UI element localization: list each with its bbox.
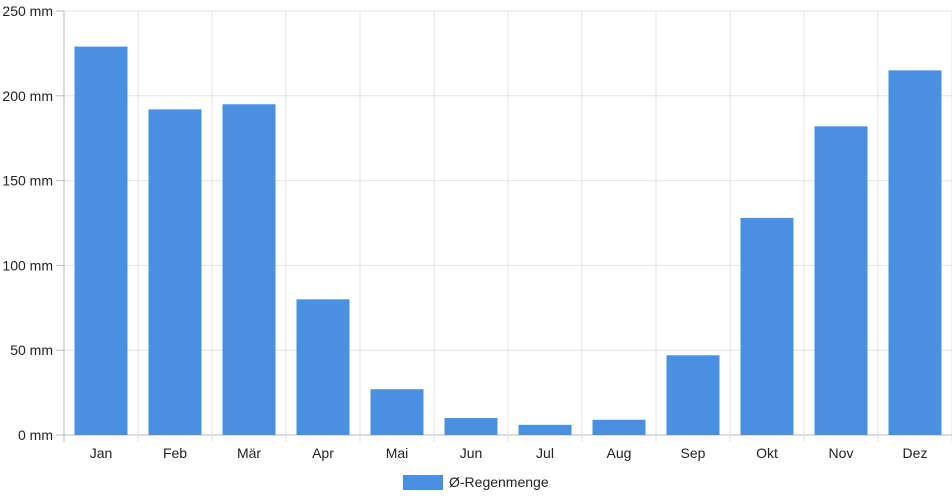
y-tick-label: 100 mm <box>2 257 53 273</box>
bar-dez[interactable] <box>888 70 942 436</box>
x-tick-label: Mär <box>237 445 261 461</box>
y-tick-label: 250 mm <box>2 3 53 19</box>
y-tick-label: 200 mm <box>2 88 53 104</box>
x-tick-label: Sep <box>681 445 706 461</box>
bar-feb[interactable] <box>148 109 202 436</box>
grid-layer <box>56 10 952 442</box>
bar-mai[interactable] <box>370 389 424 435</box>
x-tick-label: Jun <box>460 445 483 461</box>
bars-layer <box>74 46 942 436</box>
x-tick-label: Nov <box>829 445 854 461</box>
bar-sep[interactable] <box>666 355 720 435</box>
x-tick-label: Aug <box>607 445 632 461</box>
legend[interactable]: Ø-Regenmenge <box>403 474 549 490</box>
bar-okt[interactable] <box>740 217 794 435</box>
bar-nov[interactable] <box>814 126 868 435</box>
legend-swatch[interactable] <box>403 475 443 490</box>
legend-label[interactable]: Ø-Regenmenge <box>449 474 549 490</box>
y-tick-label: 50 mm <box>10 342 53 358</box>
x-tick-label: Jan <box>90 445 113 461</box>
x-tick-label: Feb <box>163 445 187 461</box>
x-tick-label: Jul <box>536 445 554 461</box>
bar-mär[interactable] <box>222 104 276 435</box>
bar-apr[interactable] <box>296 299 350 435</box>
bar-jun[interactable] <box>444 418 498 435</box>
bar-jan[interactable] <box>74 46 128 436</box>
bar-jul[interactable] <box>518 424 572 435</box>
x-tick-label: Okt <box>756 445 778 461</box>
y-tick-label: 0 mm <box>18 427 53 443</box>
x-tick-label: Dez <box>903 445 928 461</box>
y-axis-labels: 0 mm 50 mm 100 mm 150 mm 200 mm 250 mm <box>2 3 53 443</box>
x-tick-label: Mai <box>386 445 409 461</box>
bar-aug[interactable] <box>592 419 646 435</box>
y-tick-label: 150 mm <box>2 173 53 189</box>
x-axis-labels: Jan Feb Mär Apr Mai Jun Jul Aug Sep Okt Nov Dez <box>90 445 928 461</box>
x-tick-label: Apr <box>312 445 334 461</box>
